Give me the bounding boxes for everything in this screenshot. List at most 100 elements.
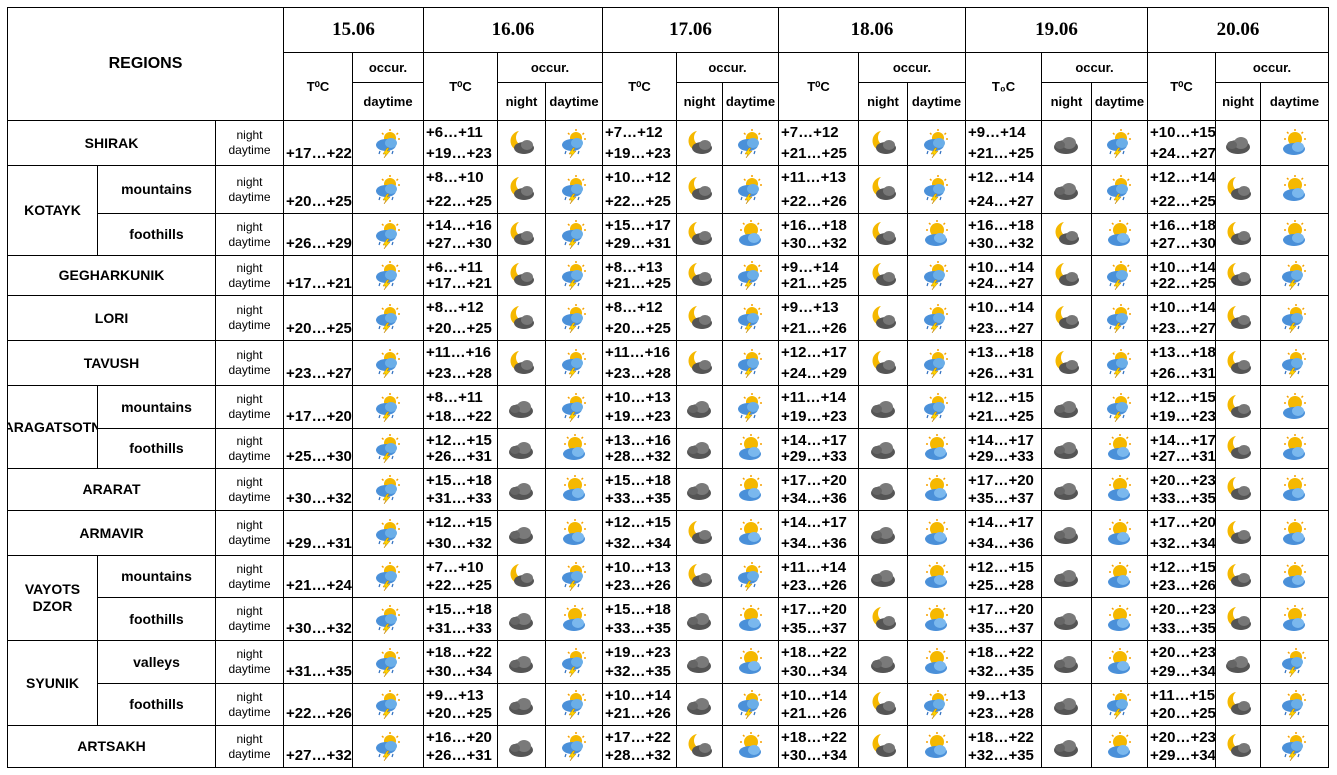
day-temp: +33…+35 [1150,490,1216,507]
day-temp: +23…+27 [968,320,1034,337]
period-label: night [236,518,263,532]
weather-icon [506,303,536,333]
day-temp: +30…+32 [781,235,847,252]
period-labels: night daytime [215,213,284,256]
weather-icon [1104,348,1134,378]
temp-header: T⁰C [283,52,353,121]
temp-cell: +15…+18 +33…+35 [602,597,677,641]
date-header: 18.06 [778,7,966,53]
temp-cell: +8…+11 +18…+22 [423,385,498,429]
weather-icon [1223,303,1253,333]
night-temp: +10…+15 [1150,124,1216,141]
period-label: daytime [228,275,271,290]
weather-icon [735,647,765,677]
weather-icon [559,518,589,548]
day-temp: +30…+34 [781,747,847,764]
day-temp: +18…+22 [426,408,492,425]
night-temp: +10…+13 [605,559,671,576]
weather-icon [735,731,765,761]
night-temp: +14…+17 [968,514,1034,531]
night-temp: +17…+20 [968,601,1034,618]
night-header: night [1215,82,1261,121]
weather-icon [506,689,536,719]
temp-cell: +10…+14 +22…+25 [1147,255,1216,296]
weather-icon [506,260,536,290]
day-temp: +21…+26 [781,705,847,722]
weather-icon [921,303,951,333]
subregion-name: valleys [97,640,216,684]
period-label: night [236,219,263,234]
weather-icon [921,731,951,761]
weather-icon [506,561,536,591]
daytime-header: daytime [907,82,966,121]
night-temp: +15…+18 [605,472,671,489]
subregion-name: mountains [97,165,216,214]
day-temp: +29…+31 [605,235,671,252]
day-temp: +21…+25 [605,275,671,292]
day-temp: +19…+23 [781,408,847,425]
day-temp: +29…+34 [1150,747,1216,764]
period-label: daytime [228,363,271,377]
temp-cell: +7…+12 +21…+25 [778,120,859,166]
weather-icon [735,348,765,378]
temp-cell: +15…+17 +29…+31 [602,213,677,256]
period-labels: night daytime [215,468,284,511]
weather-icon [1104,689,1134,719]
weather-icon [921,561,951,591]
temp-cell: +8…+10 +22…+25 [423,165,498,214]
temp-header: T⁰C [778,52,859,121]
weather-icon [506,433,536,463]
day-temp: +23…+26 [605,577,671,594]
temp-cell: +18…+22 +32…+35 [965,640,1042,684]
day-temp: +25…+28 [968,577,1034,594]
region-name: LORI [7,295,216,341]
period-labels: night daytime [215,165,284,214]
night-temp: +12…+15 [1150,389,1216,406]
night-header: night [676,82,723,121]
weather-icon [1279,260,1309,290]
day-temp: +17…+21 [286,275,352,292]
weather-icon [1223,174,1253,204]
daytime-header: daytime [1091,82,1148,121]
day-temp: +34…+36 [968,535,1034,552]
weather-icon [1223,604,1253,634]
weather-icon [1051,604,1081,634]
region-name: ARTSAKH [7,725,216,768]
night-temp: +11…+13 [781,169,847,186]
night-temp: +12…+15 [968,389,1034,406]
weather-icon [735,219,765,249]
weather-icon [373,348,403,378]
period-label: night [236,604,263,618]
day-temp: +23…+28 [968,705,1034,722]
temp-cell: +11…+14 +23…+26 [778,555,859,598]
day-temp: +21…+25 [968,408,1034,425]
weather-icon [735,392,765,422]
weather-icon [506,604,536,634]
weather-icon [373,731,403,761]
period-labels: night daytime [215,340,284,386]
weather-icon [921,474,951,504]
night-temp: +16…+20 [426,729,492,746]
weather-icon [1051,303,1081,333]
weather-icon [868,561,898,591]
weather-icon [1104,392,1134,422]
night-temp: +18…+22 [426,644,492,661]
temp-cell: +23…+27 [283,340,353,386]
weather-icon [684,689,714,719]
weather-icon [559,219,589,249]
weather-icon [1223,433,1253,463]
weather-icon [868,260,898,290]
weather-icon [373,303,403,333]
date-header: 15.06 [283,7,424,53]
day-temp: +22…+25 [426,193,492,210]
weather-icon [921,689,951,719]
temp-cell: +20…+23 +29…+34 [1147,725,1216,768]
period-label: night [236,647,263,661]
day-icon-cell [1260,725,1329,768]
temp-cell: +14…+17 +29…+33 [965,428,1042,469]
temp-cell: +12…+15 +21…+25 [965,385,1042,429]
period-label: daytime [228,489,271,504]
temp-cell: +17…+21 [283,255,353,296]
temp-cell: +17…+22 +28…+32 [602,725,677,768]
